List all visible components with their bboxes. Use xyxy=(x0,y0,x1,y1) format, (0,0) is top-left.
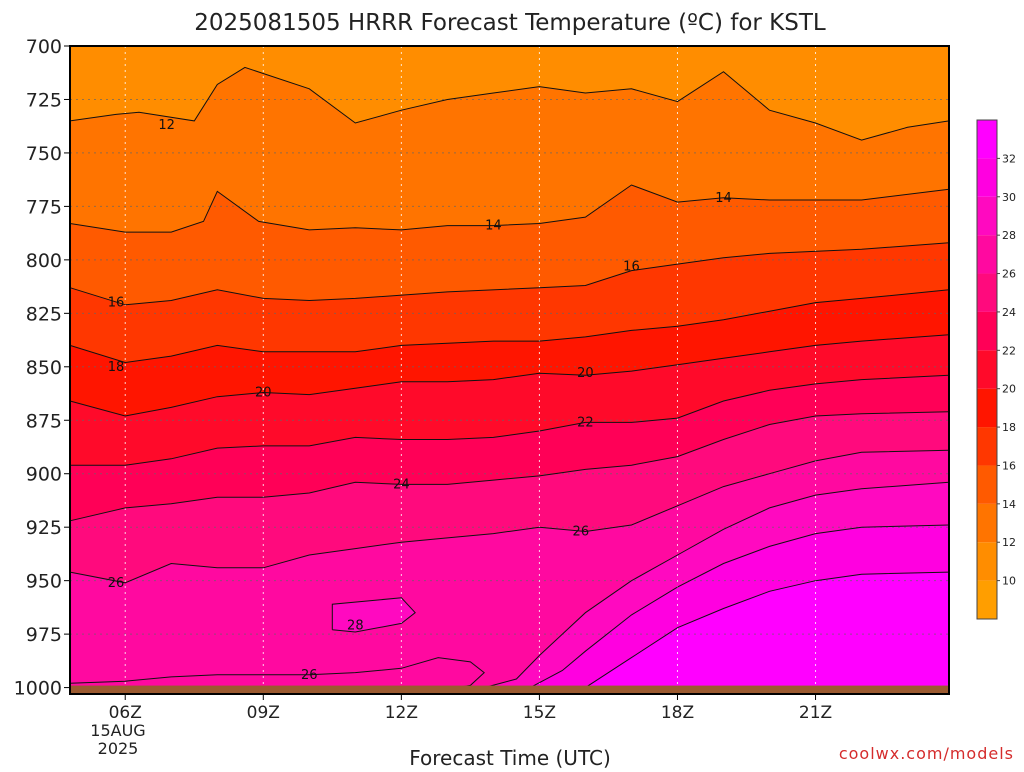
plot-frame xyxy=(69,45,950,695)
y-tick-label: 875 xyxy=(26,410,62,432)
x-tick-label: 09Z xyxy=(247,703,280,723)
colorbar-label: 30 xyxy=(1002,191,1016,204)
surface-layer xyxy=(70,685,949,694)
colorbar-label: 10 xyxy=(1002,575,1016,588)
contour-label: 16 xyxy=(108,296,125,311)
colorbar-band xyxy=(977,388,997,428)
contour-label: 20 xyxy=(577,366,594,381)
colorbar-label: 28 xyxy=(1002,229,1016,242)
colorbar-label: 20 xyxy=(1002,383,1016,396)
colorbar-label: 16 xyxy=(1002,459,1016,472)
colorbar-band xyxy=(977,542,997,581)
y-tick-label: 725 xyxy=(26,89,62,111)
x-tick-label: 18Z xyxy=(661,703,694,723)
contour-line-12-0 xyxy=(69,66,950,141)
colorbar-band xyxy=(977,235,997,274)
contour-line-24-6 xyxy=(69,411,950,522)
colorbar: 10 12 14 16 18 20 22 24 26 28 30 32 xyxy=(976,119,1016,620)
axes-layer: 700 725 750 775 800 825 850 875 900 925 950 975 1000… xyxy=(14,36,950,723)
contour-label: 14 xyxy=(485,219,502,234)
colorbar-frame xyxy=(976,119,998,620)
colorbar-band xyxy=(977,311,997,351)
ground-surface xyxy=(70,685,949,694)
colorbar-label: 18 xyxy=(1002,421,1016,434)
contour-line-18-3 xyxy=(69,289,950,364)
y-tick-label: 975 xyxy=(26,624,62,646)
contour-label: 22 xyxy=(577,415,594,430)
contour-line-26-8 xyxy=(69,657,485,689)
contour-label: 20 xyxy=(255,385,272,400)
colorbar-band xyxy=(977,427,997,466)
x-tick-label: 15Z xyxy=(523,703,556,723)
contour-label: 28 xyxy=(347,619,364,634)
contour-label: 24 xyxy=(393,477,410,492)
colorbar-label: 26 xyxy=(1002,268,1016,281)
colorbar-band xyxy=(977,196,997,236)
x-axis-label: Forecast Time (UTC) xyxy=(409,746,611,768)
y-tick-label: 900 xyxy=(26,464,62,486)
colorbar-band xyxy=(977,273,997,312)
contour-label-layer: 12 14 14 16 16 18 20 20 22 24 26 26 26 28 xyxy=(108,118,732,683)
band-fill-32 xyxy=(585,572,949,694)
contour-line-26-7 xyxy=(69,449,950,584)
colorbar-label: 24 xyxy=(1002,306,1016,319)
y-tick-label: 800 xyxy=(26,250,62,272)
colorbar-band xyxy=(977,580,997,619)
contour-label: 26 xyxy=(573,524,590,539)
contour-line-32-12 xyxy=(585,571,950,689)
chart-title: 2025081505 HRRR Forecast Temperature (ºC… xyxy=(194,10,826,36)
x-tick-label: 06Z xyxy=(109,703,142,723)
contour-line-16-2 xyxy=(69,242,950,306)
contour-label: 14 xyxy=(715,191,732,206)
y-tick-label: 925 xyxy=(26,517,62,539)
contour-line-22-5 xyxy=(70,374,950,466)
x-date-year: 2025 xyxy=(98,739,139,758)
contour-line-20-4 xyxy=(69,334,950,417)
contour-line-30-11 xyxy=(529,524,950,689)
colorbar-label: 32 xyxy=(1002,152,1016,165)
band-fill-28 xyxy=(332,597,416,632)
contour-label: 12 xyxy=(158,118,175,133)
y-tick-label: 825 xyxy=(26,303,62,325)
contour-line-28-9 xyxy=(484,481,950,689)
colorbar-band xyxy=(977,465,997,504)
band-fill-26 xyxy=(70,657,485,694)
x-tick-label: 21Z xyxy=(799,703,832,723)
contour-label: 26 xyxy=(301,668,318,683)
x-date-day: 15AUG xyxy=(90,721,145,740)
colorbar-band xyxy=(977,503,997,543)
contour-line-28-10 xyxy=(331,597,416,633)
colorbar-label: 12 xyxy=(1002,536,1016,549)
colorbar-band xyxy=(977,158,997,197)
x-tick-label: 12Z xyxy=(385,703,418,723)
contour-label: 18 xyxy=(108,360,125,375)
contour-label: 16 xyxy=(623,259,640,274)
colorbar-band xyxy=(977,350,997,389)
contour-label: 26 xyxy=(108,576,125,591)
y-tick-label: 775 xyxy=(26,196,62,218)
contour-line-14-1 xyxy=(69,184,950,233)
y-tick-label: 850 xyxy=(26,357,62,379)
y-tick-label: 950 xyxy=(26,571,62,593)
colorbar-band xyxy=(977,120,997,159)
colorbar-label: 22 xyxy=(1002,344,1016,357)
y-tick-label: 1000 xyxy=(14,678,62,700)
contour-layer xyxy=(69,66,950,689)
y-tick-label: 700 xyxy=(26,36,62,58)
watermark: coolwx.com/models xyxy=(839,744,1014,763)
temperature-fill-layer xyxy=(70,46,949,695)
y-tick-label: 750 xyxy=(26,143,62,165)
colorbar-label: 14 xyxy=(1002,498,1016,511)
